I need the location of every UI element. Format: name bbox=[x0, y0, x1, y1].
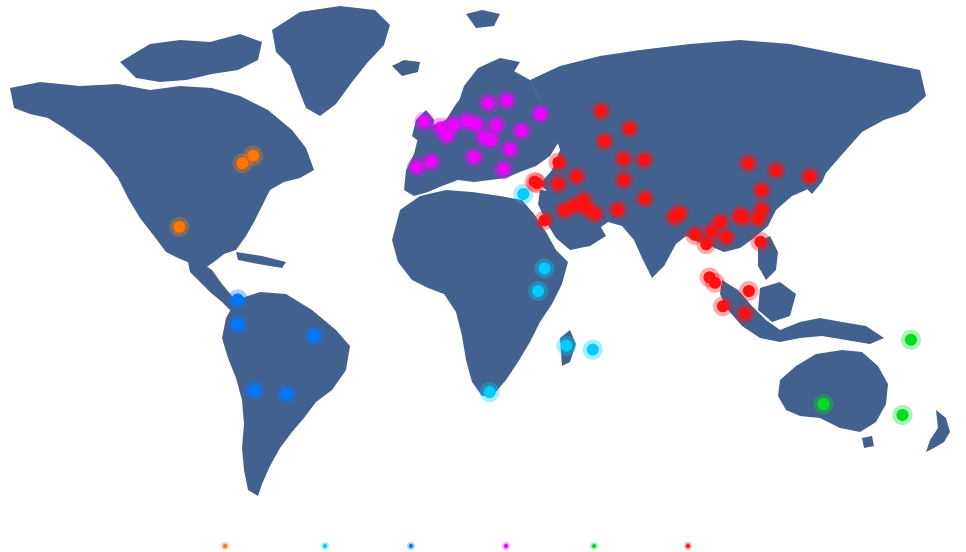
legend-dot-4[interactable] bbox=[502, 542, 510, 550]
central-america bbox=[188, 262, 240, 312]
asia-marker[interactable] bbox=[770, 164, 783, 177]
svalbard bbox=[466, 10, 500, 28]
europe-marker[interactable] bbox=[410, 161, 423, 174]
north-america-marker[interactable] bbox=[173, 220, 186, 233]
asia-marker[interactable] bbox=[705, 225, 718, 238]
europe-marker[interactable] bbox=[434, 121, 447, 134]
southeast-asia-islands bbox=[720, 280, 884, 344]
asia-marker[interactable] bbox=[720, 231, 733, 244]
greenland bbox=[272, 6, 390, 116]
north-america bbox=[10, 82, 314, 270]
asia-marker[interactable] bbox=[617, 174, 630, 187]
asia-marker[interactable] bbox=[530, 177, 543, 190]
asia-marker[interactable] bbox=[589, 207, 602, 220]
iceland bbox=[392, 60, 420, 76]
asia-marker[interactable] bbox=[594, 104, 607, 117]
africa-middle-east-marker[interactable] bbox=[483, 386, 496, 399]
legend-dot-2[interactable] bbox=[321, 542, 329, 550]
oceania-marker[interactable] bbox=[817, 398, 830, 411]
oceania-marker[interactable] bbox=[896, 409, 909, 422]
asia-marker[interactable] bbox=[703, 271, 716, 284]
asia-marker[interactable] bbox=[688, 228, 701, 241]
caribbean-islands bbox=[236, 252, 286, 268]
europe-marker[interactable] bbox=[485, 133, 498, 146]
south-america-marker[interactable] bbox=[231, 293, 244, 306]
south-america-marker[interactable] bbox=[248, 384, 261, 397]
europe-marker[interactable] bbox=[490, 119, 503, 132]
asia-marker[interactable] bbox=[716, 300, 729, 313]
europe-marker[interactable] bbox=[515, 124, 528, 137]
asia-marker[interactable] bbox=[754, 235, 767, 248]
europe-marker[interactable] bbox=[534, 108, 547, 121]
africa bbox=[392, 190, 568, 396]
asia-marker[interactable] bbox=[734, 209, 747, 222]
africa-middle-east-marker[interactable] bbox=[532, 285, 545, 298]
asia-marker[interactable] bbox=[558, 204, 571, 217]
asia-marker[interactable] bbox=[755, 203, 768, 216]
asia-marker[interactable] bbox=[568, 199, 581, 212]
asia-marker[interactable] bbox=[552, 156, 565, 169]
africa-middle-east-marker[interactable] bbox=[538, 262, 551, 275]
south-america-marker[interactable] bbox=[231, 318, 244, 331]
europe-marker[interactable] bbox=[441, 129, 454, 142]
marker-layer bbox=[169, 90, 921, 426]
legend-dot-6[interactable] bbox=[684, 542, 692, 550]
australia bbox=[778, 350, 888, 432]
asia-marker[interactable] bbox=[714, 215, 727, 228]
borneo bbox=[758, 282, 796, 322]
arctic-islands bbox=[120, 34, 262, 82]
europe-marker[interactable] bbox=[497, 163, 510, 176]
europe-marker[interactable] bbox=[468, 151, 480, 164]
europe-marker[interactable] bbox=[447, 118, 460, 131]
europe-marker[interactable] bbox=[503, 143, 516, 156]
asia-marker[interactable] bbox=[742, 285, 755, 298]
asia-marker[interactable] bbox=[538, 214, 551, 227]
europe-marker[interactable] bbox=[470, 118, 483, 131]
tasmania bbox=[862, 436, 874, 448]
asia-marker[interactable] bbox=[617, 152, 630, 165]
asia-marker[interactable] bbox=[623, 122, 636, 135]
asia-marker[interactable] bbox=[755, 184, 768, 197]
europe-marker[interactable] bbox=[418, 115, 431, 128]
oceania-marker[interactable] bbox=[904, 333, 917, 346]
asia-marker[interactable] bbox=[552, 177, 565, 190]
asia-marker[interactable] bbox=[742, 157, 755, 170]
asia-marker[interactable] bbox=[751, 212, 764, 225]
africa-middle-east-marker[interactable] bbox=[586, 343, 599, 356]
north-america-marker[interactable] bbox=[236, 157, 249, 170]
legend-dot-3[interactable] bbox=[407, 542, 415, 550]
europe-marker[interactable] bbox=[425, 155, 438, 168]
europe-marker[interactable] bbox=[500, 94, 513, 107]
legend-dot-1[interactable] bbox=[221, 542, 229, 550]
asia-marker[interactable] bbox=[700, 238, 713, 251]
landmass-layer bbox=[10, 6, 950, 496]
legend-dot-5[interactable] bbox=[590, 542, 598, 550]
arabian-peninsula bbox=[538, 190, 606, 250]
africa-middle-east-marker[interactable] bbox=[560, 339, 573, 352]
asia-marker[interactable] bbox=[638, 192, 651, 205]
asia bbox=[530, 40, 926, 278]
north-america-marker[interactable] bbox=[247, 149, 260, 162]
asia-marker[interactable] bbox=[611, 203, 624, 216]
asia-marker[interactable] bbox=[803, 170, 816, 183]
asia-marker[interactable] bbox=[570, 170, 583, 183]
legend bbox=[0, 536, 966, 552]
africa-middle-east-marker[interactable] bbox=[517, 188, 530, 200]
europe-marker[interactable] bbox=[482, 97, 495, 110]
south-america-marker[interactable] bbox=[308, 329, 321, 342]
asia-marker[interactable] bbox=[598, 135, 611, 148]
asia-marker[interactable] bbox=[638, 153, 651, 166]
scandinavia bbox=[456, 58, 520, 124]
south-america-marker[interactable] bbox=[280, 388, 293, 401]
asia-marker[interactable] bbox=[673, 207, 686, 220]
asia-marker[interactable] bbox=[577, 194, 590, 207]
new-zealand bbox=[926, 410, 950, 452]
asia-marker[interactable] bbox=[739, 307, 752, 320]
